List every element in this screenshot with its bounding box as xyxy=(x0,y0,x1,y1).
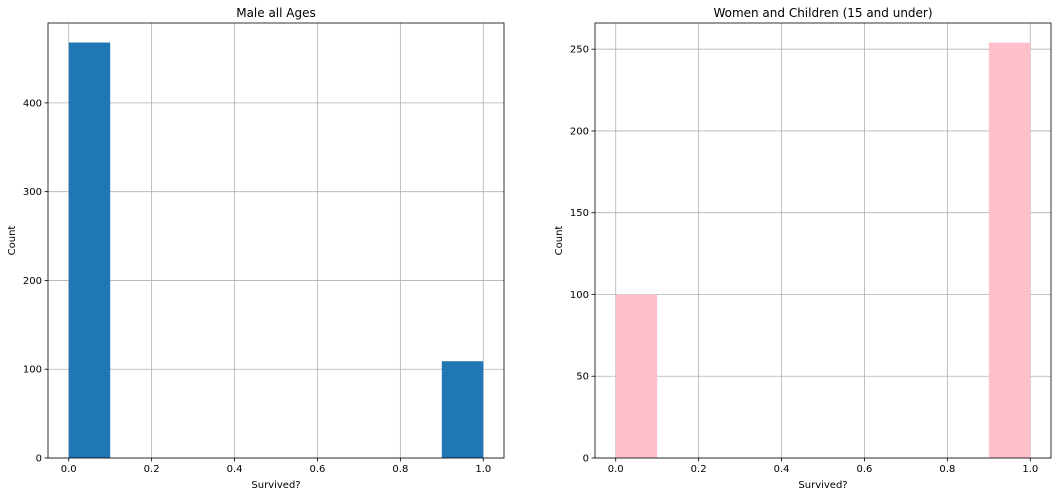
x-tick-label: 1.0 xyxy=(475,464,491,475)
x-tick-label: 0.6 xyxy=(310,464,326,475)
histogram-bar xyxy=(615,294,658,458)
plot-frame xyxy=(47,22,505,459)
x-tick-label: 0.2 xyxy=(144,464,160,475)
y-tick-label: 200 xyxy=(23,276,42,287)
plot-frame xyxy=(594,22,1052,459)
y-tick-label: 0 xyxy=(583,454,589,465)
y-tick-label: 300 xyxy=(23,187,42,198)
x-tick-label: 0.8 xyxy=(392,464,408,475)
x-tick-label: 1.0 xyxy=(1022,464,1038,475)
y-tick-label: 200 xyxy=(570,126,589,137)
histogram-bar xyxy=(68,42,111,459)
x-tick-label: 0.4 xyxy=(227,464,243,475)
y-tick-label: 400 xyxy=(23,98,42,109)
chart-title: Male all Ages xyxy=(236,6,316,20)
chart-women-and-children: 0.0 0.2 0.4 0.6 0.8 1.0 0 50 100 150 200 250 Women a… xyxy=(554,6,1052,491)
x-axis-label: Survived? xyxy=(798,480,847,491)
histogram-bar xyxy=(988,42,1031,459)
x-tick-label: 0.2 xyxy=(691,464,707,475)
x-axis-label: Survived? xyxy=(251,480,300,491)
y-tick-label: 100 xyxy=(23,365,42,376)
x-tick-label: 0.8 xyxy=(939,464,955,475)
x-tick-label: 0.6 xyxy=(857,464,873,475)
y-tick-label: 50 xyxy=(576,372,589,383)
x-tick-label: 0.0 xyxy=(608,464,624,475)
y-axis-label: Count xyxy=(7,226,18,256)
x-tick-label: 0.4 xyxy=(774,464,790,475)
chart-title: Women and Children (15 and under) xyxy=(713,6,932,20)
y-tick-label: 250 xyxy=(570,45,589,56)
y-tick-label: 150 xyxy=(570,208,589,219)
chart-male-all-ages: 0.0 0.2 0.4 0.6 0.8 1.0 0 100 200 300 400 Male all … xyxy=(7,6,505,491)
y-tick-label: 100 xyxy=(570,290,589,301)
histogram-bar xyxy=(441,361,484,458)
x-tick-label: 0.0 xyxy=(61,464,77,475)
y-tick-label: 0 xyxy=(36,454,42,465)
y-axis-label: Count xyxy=(554,226,565,256)
